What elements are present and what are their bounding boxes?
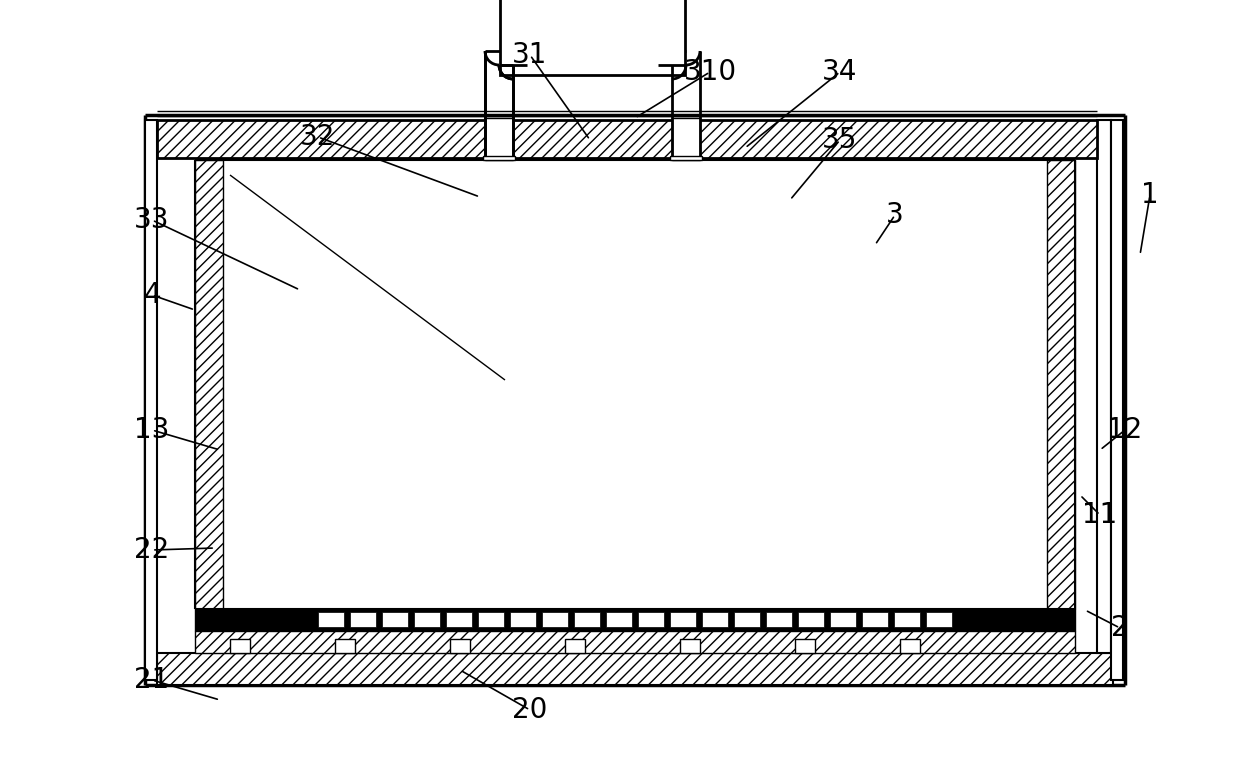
- Bar: [229, 639, 250, 653]
- Bar: [565, 639, 585, 653]
- Bar: [672, 118, 701, 160]
- Bar: [639, 612, 663, 627]
- Bar: [145, 120, 157, 680]
- Text: 20: 20: [512, 696, 548, 724]
- Text: 32: 32: [300, 123, 336, 151]
- Text: 1: 1: [1141, 181, 1159, 209]
- Bar: [670, 156, 702, 160]
- Text: 2: 2: [1111, 614, 1128, 642]
- Bar: [450, 639, 470, 653]
- Bar: [500, 0, 684, 75]
- Text: 21: 21: [134, 666, 170, 694]
- Bar: [795, 639, 815, 653]
- Bar: [606, 612, 632, 627]
- Bar: [477, 612, 503, 627]
- Bar: [350, 612, 376, 627]
- Bar: [734, 612, 760, 627]
- Bar: [680, 639, 701, 653]
- Bar: [926, 612, 952, 627]
- Bar: [1111, 120, 1123, 680]
- Bar: [382, 612, 408, 627]
- Bar: [195, 609, 1075, 631]
- Text: 35: 35: [822, 126, 858, 154]
- Text: 33: 33: [134, 206, 170, 234]
- Bar: [670, 612, 696, 627]
- Bar: [1097, 120, 1111, 653]
- Bar: [1047, 160, 1075, 609]
- Bar: [542, 612, 568, 627]
- Text: 11: 11: [1083, 501, 1117, 529]
- Bar: [510, 612, 536, 627]
- Bar: [862, 612, 888, 627]
- Bar: [335, 639, 355, 653]
- Bar: [799, 612, 825, 627]
- Bar: [195, 631, 1075, 653]
- Bar: [195, 160, 223, 609]
- Bar: [485, 118, 513, 160]
- Bar: [894, 612, 920, 627]
- Bar: [766, 612, 792, 627]
- Bar: [574, 612, 600, 627]
- Bar: [702, 612, 728, 627]
- Text: 12: 12: [1107, 416, 1142, 444]
- Text: 13: 13: [134, 416, 170, 444]
- Bar: [484, 156, 515, 160]
- Text: 31: 31: [512, 41, 548, 69]
- Bar: [830, 612, 856, 627]
- Text: 22: 22: [134, 536, 170, 564]
- Text: 310: 310: [683, 58, 737, 86]
- Bar: [900, 639, 920, 653]
- Bar: [157, 653, 1114, 685]
- Bar: [446, 612, 472, 627]
- Text: 3: 3: [887, 201, 904, 229]
- Bar: [157, 120, 1097, 158]
- Text: 4: 4: [143, 281, 161, 309]
- Text: 34: 34: [822, 58, 858, 86]
- Bar: [317, 612, 343, 627]
- Bar: [414, 612, 440, 627]
